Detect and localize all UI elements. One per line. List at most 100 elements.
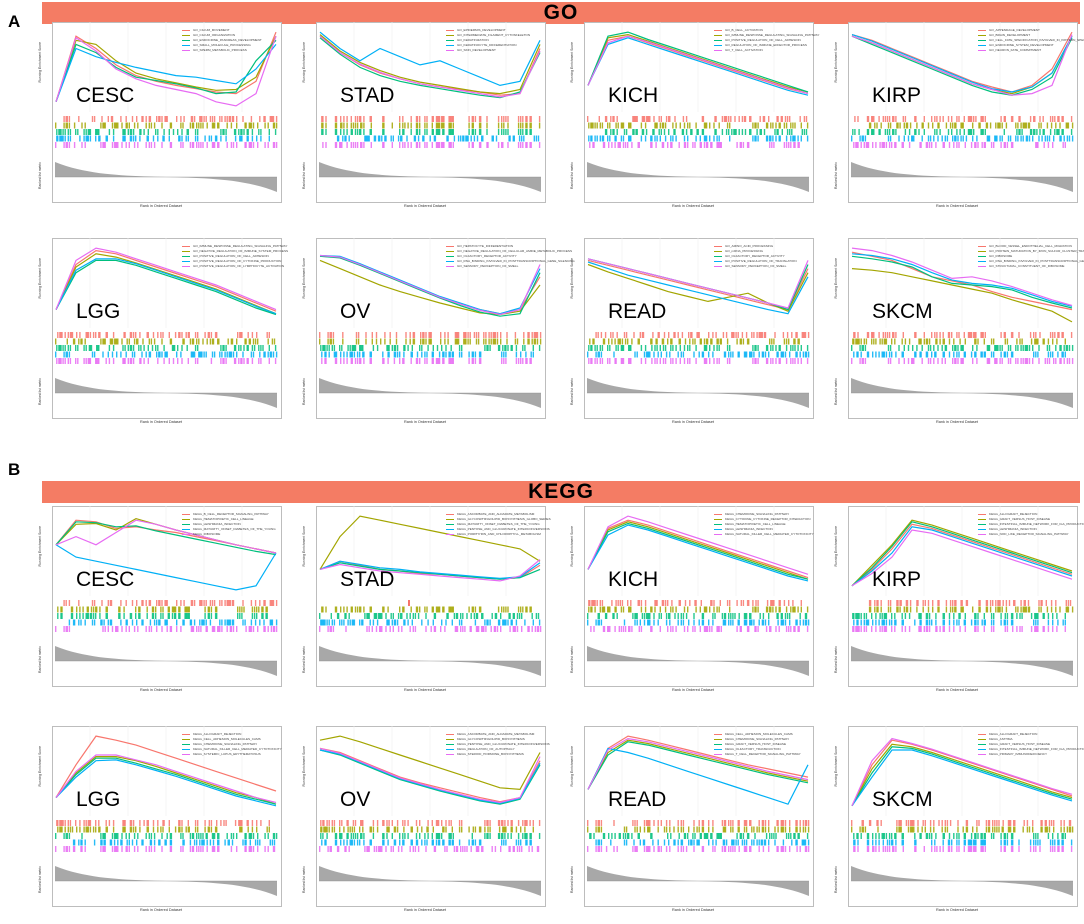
hit-marker (82, 613, 84, 619)
hit-marker (663, 129, 666, 135)
hit-marker (916, 345, 918, 351)
legend-item: KEGG_PENTOSE_AND_GLUCURONATE_INTERCONVER… (446, 742, 550, 747)
cancer-type-label: LGG (76, 300, 121, 323)
hit-marker (336, 135, 339, 142)
hit-marker (354, 122, 357, 129)
hit-marker (887, 600, 890, 606)
hit-marker (410, 129, 412, 135)
hit-marker (351, 619, 353, 626)
hit-marker (753, 839, 755, 846)
hit-marker (404, 142, 406, 148)
legend-text: KEGG_GLYCOSPHINGOLIPID_BIOSYNTHESIS (457, 737, 525, 741)
hit-marker (625, 332, 628, 338)
hit-marker (163, 345, 165, 351)
hit-marker (507, 833, 509, 839)
hit-marker (622, 358, 625, 364)
hit-marker (415, 129, 418, 135)
hit-marker (754, 122, 756, 129)
hit-marker (458, 826, 461, 833)
hit-marker (913, 135, 915, 142)
hit-marker (220, 358, 222, 364)
hit-marker (381, 846, 383, 852)
legend-item: GO_SMALL_MOLECULE_PROCESSING (182, 43, 262, 48)
hit-marker (897, 600, 899, 606)
x-axis-label: Rank in Ordered Dataset (936, 688, 978, 692)
hit-marker (383, 142, 385, 148)
hit-marker (863, 142, 865, 148)
hit-marker (242, 351, 244, 358)
hit-marker (855, 626, 857, 632)
hit-marker (453, 135, 456, 142)
hit-marker (399, 606, 401, 613)
hit-marker (140, 129, 142, 135)
hit-marker (644, 345, 647, 351)
hit-marker (712, 351, 714, 358)
hit-marker (158, 351, 160, 358)
hit-marker (600, 351, 603, 358)
hit-marker (736, 833, 738, 839)
hit-marker (115, 833, 117, 839)
hit-marker (790, 626, 792, 632)
hit-marker (335, 833, 338, 839)
hit-marker (1058, 129, 1060, 135)
hit-marker (1005, 606, 1008, 613)
hit-marker (100, 122, 102, 129)
hit-marker (407, 820, 409, 826)
hit-marker (778, 135, 780, 142)
hit-marker (671, 142, 673, 148)
hit-marker (780, 351, 782, 358)
hit-marker (931, 142, 933, 148)
hit-marker (807, 351, 810, 358)
hit-marker (504, 833, 506, 839)
legend-swatch (182, 518, 190, 521)
hit-marker (200, 833, 202, 839)
hit-marker (637, 338, 639, 345)
hit-marker (600, 619, 603, 626)
hit-marker (962, 358, 964, 364)
hit-marker (399, 351, 401, 358)
hit-marker (111, 122, 114, 129)
hit-marker (264, 626, 266, 632)
hit-marker (237, 613, 239, 619)
plot-frame (584, 238, 814, 390)
hit-marker (176, 619, 178, 626)
hit-marker (640, 358, 643, 364)
hit-marker (802, 826, 805, 833)
hit-marker (517, 833, 520, 839)
hit-marker (591, 606, 593, 613)
legend-swatch (182, 265, 190, 268)
hit-marker (161, 116, 163, 122)
hit-marker (953, 338, 955, 345)
hit-marker (748, 833, 750, 839)
hit-marker (72, 338, 75, 345)
hit-marker (675, 358, 677, 364)
hit-marker (95, 332, 97, 338)
legend-swatch (446, 523, 454, 526)
hit-marker (142, 338, 144, 345)
hit-marker (66, 338, 68, 345)
hit-marker (61, 820, 63, 826)
hit-marker (138, 345, 140, 351)
hit-marker (481, 613, 483, 619)
hit-marker (769, 626, 771, 632)
hit-marker (741, 116, 744, 122)
hit-marker (251, 345, 254, 351)
hit-marker (212, 846, 215, 852)
hit-marker (673, 129, 675, 135)
hit-marker (207, 332, 209, 338)
hit-marker (1033, 619, 1035, 626)
hit-marker (493, 338, 496, 345)
hit-marker (230, 338, 233, 345)
hit-marker (230, 122, 233, 129)
hit-marker (650, 606, 652, 613)
hit-marker (524, 345, 526, 351)
hit-marker (647, 619, 649, 626)
hit-marker (691, 129, 693, 135)
hit-marker (342, 338, 344, 345)
hit-marker (335, 142, 338, 148)
hit-marker (343, 122, 345, 129)
hit-marker (1026, 358, 1029, 364)
hit-marker (163, 135, 165, 142)
hit-marker (875, 619, 877, 626)
hit-marker (919, 626, 921, 632)
